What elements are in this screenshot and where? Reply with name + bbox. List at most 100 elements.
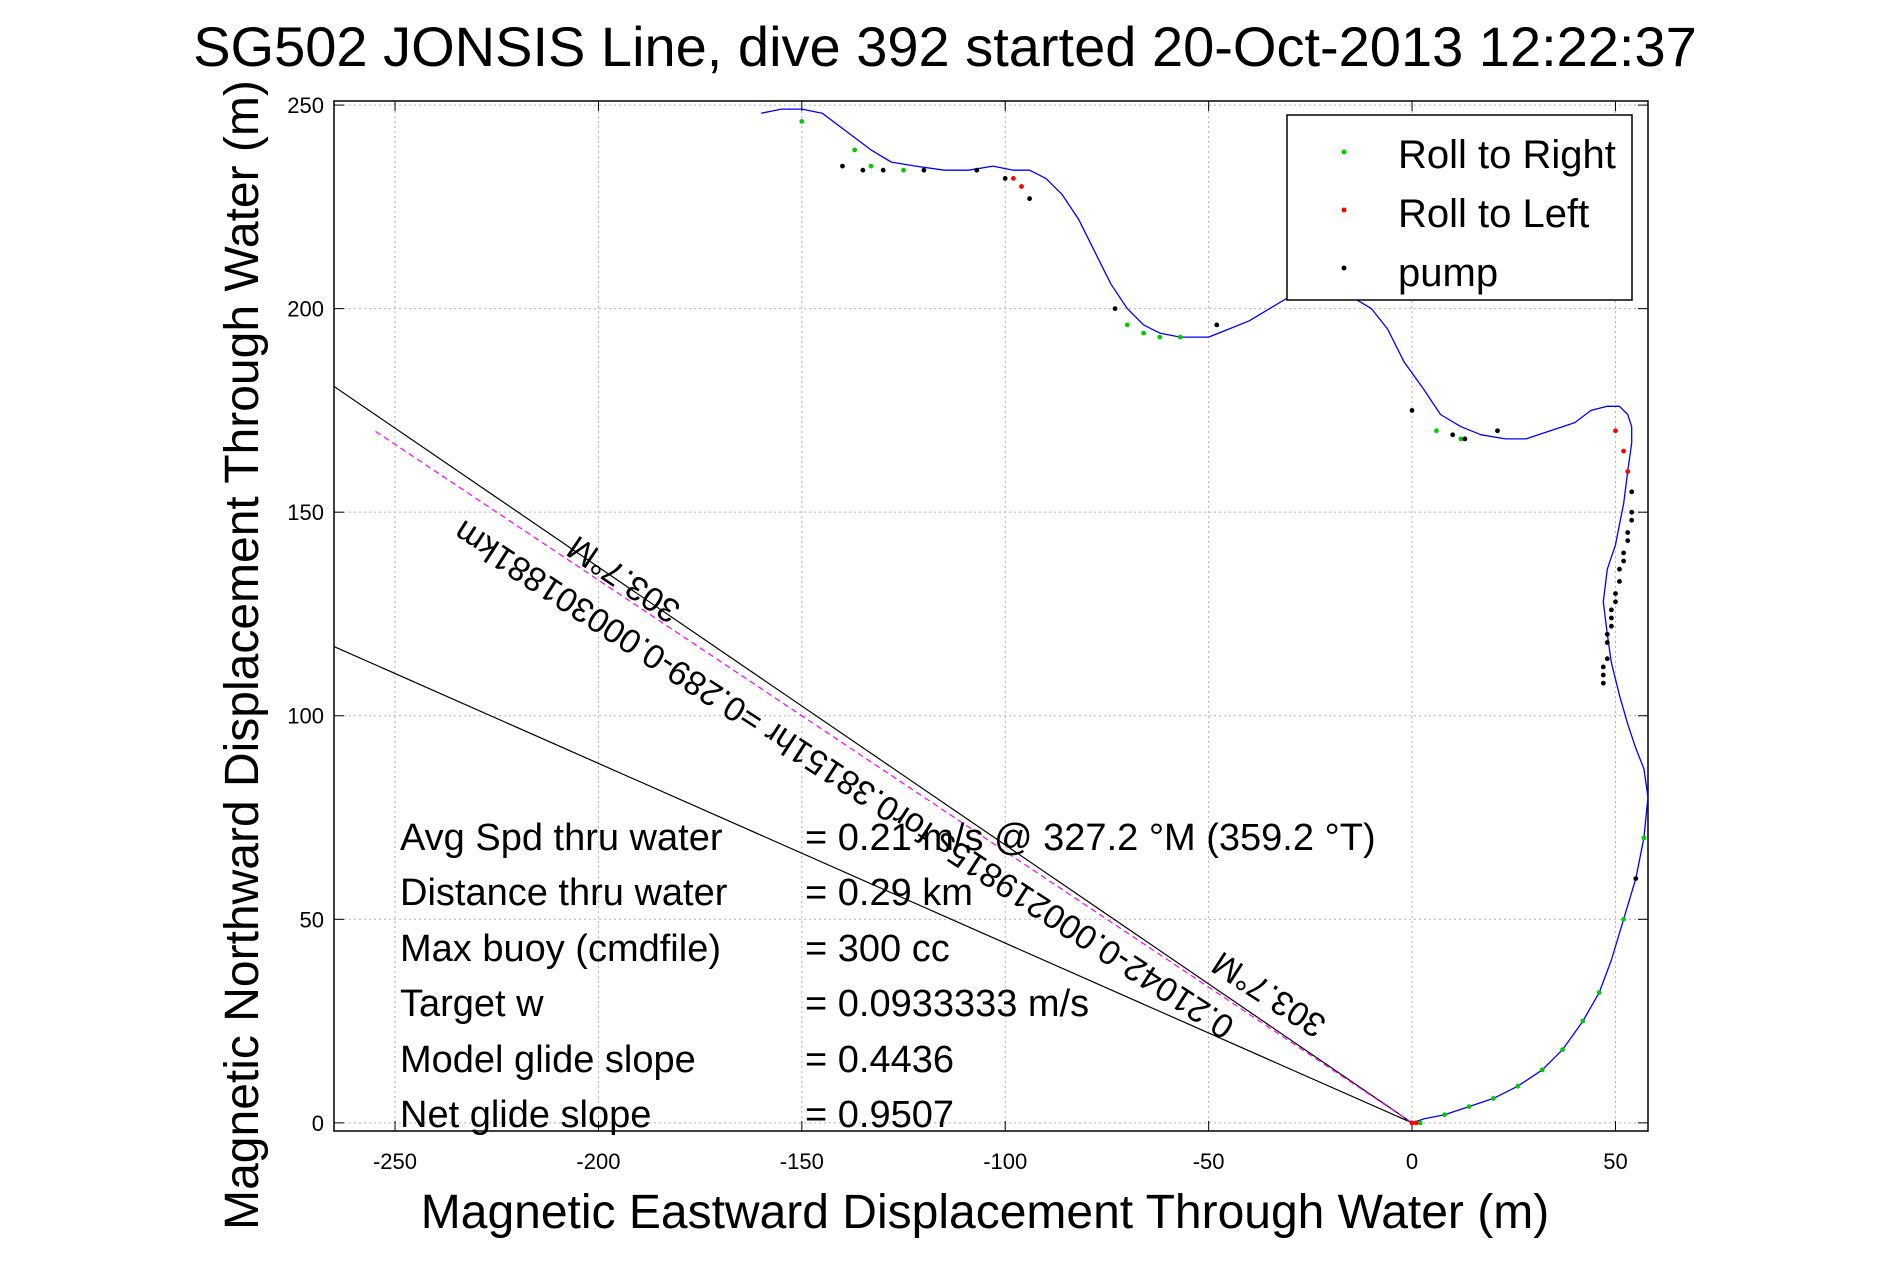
pump-point (880, 167, 886, 173)
roll-right-point (799, 119, 805, 124)
pump-point (1629, 517, 1635, 523)
pump-point (1609, 615, 1614, 621)
roll-left-point (1019, 184, 1024, 189)
pump-point (1621, 550, 1626, 556)
roll-right-point (1442, 1112, 1447, 1118)
y-axis-title: Magnetic Northward Displacement Through … (216, 80, 269, 1230)
pump-point (1450, 432, 1456, 438)
roll-left-point (1409, 1120, 1415, 1126)
stat-max-buoy-value: = 300 cc (805, 928, 950, 970)
y-tick-label: 100 (287, 704, 324, 729)
plot-frame (333, 100, 1649, 1132)
roll-left-point (1413, 1120, 1419, 1126)
x-tick-label: -250 (373, 1149, 417, 1174)
glider-track (761, 108, 1649, 1124)
roll-right-point (1434, 428, 1439, 434)
x-tick-label: -150 (780, 1149, 824, 1174)
y-tick-label: 50 (300, 907, 324, 932)
pump-point (840, 163, 845, 169)
pump-point (1613, 591, 1618, 596)
roll-left-point (1621, 448, 1626, 454)
pump-point (1112, 306, 1118, 311)
stat-avg-speed-label: Avg Spd thru water (400, 817, 723, 859)
roll-right-point (1417, 1120, 1423, 1126)
roll-right-point (1466, 1104, 1472, 1109)
pump-point (921, 167, 927, 173)
pump-point (1002, 176, 1008, 181)
current-line (374, 430, 1413, 1124)
pump-point (1609, 623, 1614, 629)
stat-distance-value: = 0.29 km (805, 872, 973, 914)
stat-target-w-value: = 0.0933333 m/s (805, 983, 1089, 1025)
y-tick-label: 200 (287, 297, 324, 322)
roll-right-point (1580, 1018, 1586, 1024)
x-tick-label: 0 (1406, 1149, 1418, 1174)
pump-point (1600, 672, 1606, 678)
roll-right-point (1539, 1067, 1545, 1073)
heading-line (333, 645, 1413, 1124)
y-tick-label: 250 (287, 93, 324, 118)
roll-left-point (1625, 469, 1631, 474)
pump-point (1613, 599, 1618, 605)
x-axis-title: Magnetic Eastward Displacement Through W… (421, 1186, 1549, 1239)
legend-roll-left-marker (1341, 207, 1347, 213)
roll-right-point (1491, 1096, 1496, 1101)
reference-lines-layer (333, 385, 1413, 1124)
stat-distance-label: Distance thru water (400, 872, 728, 914)
pump-point (1214, 322, 1220, 328)
roll-right-point (1560, 1047, 1565, 1052)
roll-left-point (1011, 176, 1016, 181)
plot-title: SG502 JONSIS Line, dive 392 started 20-O… (193, 15, 1697, 78)
pump-point (1629, 509, 1635, 515)
roll-right-point (1124, 322, 1130, 328)
stat-avg-speed-value: = 0.21 m/s @ 327.2 °M (359.2 °T) (805, 817, 1376, 859)
roll-right-point (1458, 436, 1464, 442)
track-layer (761, 108, 1649, 1124)
stats-block: Avg Spd thru water = 0.21 m/s @ 327.2 °M… (400, 817, 1376, 1136)
roll-right-point (1141, 330, 1146, 336)
pump-point (1617, 566, 1622, 572)
roll-left-point (1613, 428, 1618, 434)
roll-right-point (1596, 990, 1602, 995)
pump-point (1604, 640, 1610, 645)
stat-target-w-label: Target w (400, 983, 544, 1025)
x-tick-label: 50 (1603, 1149, 1627, 1174)
pump-point (1409, 408, 1415, 413)
pump-point (1625, 530, 1631, 535)
legend-roll-right-label: Roll to Right (1398, 133, 1616, 177)
pump-point (1621, 558, 1626, 564)
pump-point (1027, 196, 1032, 202)
pump-point (1600, 680, 1606, 686)
y-tick-label: 150 (287, 500, 324, 525)
pump-point (1462, 436, 1468, 442)
stat-net-glide-value: = 0.9507 (805, 1094, 954, 1136)
pump-point (1629, 489, 1635, 495)
roll-right-point (901, 167, 906, 173)
roll-right-point (1177, 334, 1183, 340)
legend: Roll to Right Roll to Left pump (1286, 114, 1633, 301)
pump-point (974, 167, 980, 173)
roll-right-point (1641, 835, 1647, 841)
pump-point (1604, 656, 1610, 662)
legend-pump-label: pump (1398, 251, 1498, 295)
stat-max-buoy-label: Max buoy (cmdfile) (400, 928, 721, 970)
pump-point (1495, 428, 1500, 434)
roll-right-point (1515, 1083, 1521, 1089)
x-tick-label: -100 (983, 1149, 1027, 1174)
legend-roll-right-marker (1341, 149, 1347, 155)
pump-point (1604, 631, 1610, 637)
heading-line (333, 385, 1413, 1124)
pump-point (860, 167, 866, 173)
legend-roll-left-label: Roll to Left (1398, 192, 1589, 236)
x-tick-label: -200 (576, 1149, 620, 1174)
stat-model-glide-label: Model glide slope (400, 1039, 696, 1081)
roll-right-point (1157, 334, 1163, 340)
roll-right-point (868, 163, 874, 169)
roll-right-point (1621, 916, 1626, 922)
stat-net-glide-label: Net glide slope (400, 1094, 651, 1136)
stat-model-glide-value: = 0.4436 (805, 1039, 954, 1081)
legend-pump-marker (1341, 265, 1347, 271)
x-tick-label: -50 (1193, 1149, 1225, 1174)
